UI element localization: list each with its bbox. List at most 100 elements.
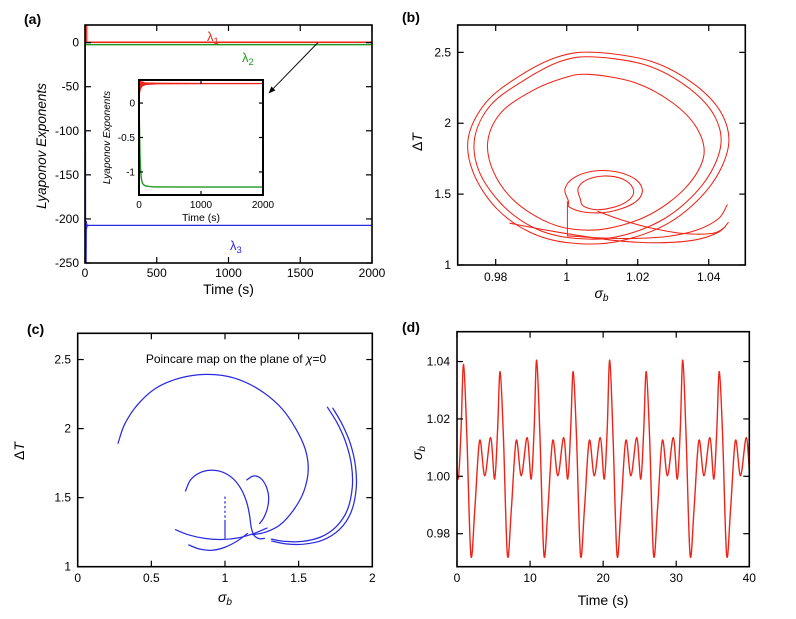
tick-marks xyxy=(84,25,373,264)
x-axis-label: σb xyxy=(594,285,608,304)
y-axis-label: σb xyxy=(409,446,428,460)
axes-frame xyxy=(456,24,747,266)
panel-letter-d: (d) xyxy=(402,319,420,335)
inset-y-axis-label: Lyaponov Exponents xyxy=(102,91,113,184)
panel-c: 0 0.5 1 1.5 2 1 1.5 2 2.5 σb ΔT Poincare map on the… xyxy=(0,310,398,619)
panel-letter-b: (b) xyxy=(402,9,420,25)
panel-b-chart: 0.98 1 1.02 1.04 1 1.5 2 2.5 σb ΔT (b) xyxy=(402,9,747,304)
svg-text:-100: -100 xyxy=(55,124,79,138)
panel-letter-c: (c) xyxy=(27,321,44,337)
tick-marks xyxy=(77,333,373,568)
svg-text:20: 20 xyxy=(596,571,610,585)
arrowhead-icon xyxy=(268,86,276,94)
svg-text:-250: -250 xyxy=(55,256,79,270)
y-axis-label: Lyaponov Exponents xyxy=(34,83,49,209)
svg-text:1.04: 1.04 xyxy=(427,355,451,369)
x-axis-label: Time (s) xyxy=(203,281,254,297)
svg-text:1.5: 1.5 xyxy=(434,187,451,201)
series-group xyxy=(457,359,750,559)
svg-text:40: 40 xyxy=(743,571,757,585)
svg-text:10: 10 xyxy=(523,571,537,585)
svg-text:1: 1 xyxy=(222,571,229,585)
svg-text:-200: -200 xyxy=(55,212,79,226)
svg-text:1500: 1500 xyxy=(287,266,314,280)
series-group xyxy=(117,373,358,551)
svg-text:2000: 2000 xyxy=(359,266,386,280)
y-axis-label: ΔT xyxy=(11,441,27,460)
svg-text:30: 30 xyxy=(670,571,684,585)
svg-text:0: 0 xyxy=(454,571,461,585)
panel-c-chart: 0 0.5 1 1.5 2 1 1.5 2 2.5 σb ΔT Poincare map on the… xyxy=(11,321,376,608)
panel-d: 0 10 20 30 40 0.98 1.00 1.02 1.04 Time (s) σb (d) xyxy=(398,310,796,619)
svg-text:2.5: 2.5 xyxy=(54,353,71,367)
svg-text:1.02: 1.02 xyxy=(427,412,451,426)
svg-text:0: 0 xyxy=(72,36,79,50)
svg-text:1.5: 1.5 xyxy=(290,571,307,585)
svg-text:2: 2 xyxy=(64,422,71,436)
center-arc xyxy=(184,469,266,540)
plot-area xyxy=(457,25,746,265)
svg-text:2: 2 xyxy=(369,571,376,585)
y-axis-label: ΔT xyxy=(409,132,425,151)
right-arc-outer xyxy=(271,407,358,546)
svg-text:1: 1 xyxy=(563,270,570,284)
lower-diagonal xyxy=(509,221,729,244)
svg-text:1.5: 1.5 xyxy=(54,491,71,505)
inset-pointer-arrow xyxy=(273,42,319,89)
svg-text:-50: -50 xyxy=(62,80,80,94)
lowest-arc xyxy=(188,532,249,551)
panel-letter-a: (a) xyxy=(24,11,41,27)
svg-text:1000: 1000 xyxy=(215,266,242,280)
big-dome-arc xyxy=(117,373,309,536)
tick-marks xyxy=(456,331,750,567)
lambda1 xyxy=(138,80,264,85)
series-group xyxy=(467,51,730,245)
outer-loop-2 xyxy=(473,56,722,240)
x-axis-label: Time (s) xyxy=(578,592,629,608)
svg-text:1: 1 xyxy=(444,258,451,272)
svg-text:-150: -150 xyxy=(55,168,79,182)
middle-loop xyxy=(486,73,705,231)
panel-b: 0.98 1 1.02 1.04 1 1.5 2 2.5 σb ΔT (b) xyxy=(398,0,796,310)
svg-text:0.98: 0.98 xyxy=(484,270,508,284)
svg-text:2.5: 2.5 xyxy=(434,45,451,59)
svg-text:2: 2 xyxy=(444,116,451,130)
curve-label-1: λ1 xyxy=(207,29,219,46)
panel-a: 0 500 1000 1500 2000 0 -50 -100 -150 -200 -250 Time… xyxy=(0,0,398,310)
inset-x-axis-label: Time (s) xyxy=(182,212,220,224)
svg-text:0: 0 xyxy=(136,200,142,211)
svg-text:0.5: 0.5 xyxy=(143,571,160,585)
svg-text:0.98: 0.98 xyxy=(427,527,451,541)
svg-text:0: 0 xyxy=(74,571,81,585)
small-hook-arc xyxy=(246,475,270,525)
svg-text:1.00: 1.00 xyxy=(427,469,451,483)
svg-text:500: 500 xyxy=(147,266,167,280)
svg-text:-1: -1 xyxy=(126,167,135,178)
small-loop-1 xyxy=(564,170,643,214)
tick-marks xyxy=(457,25,746,266)
svg-text:1.04: 1.04 xyxy=(697,270,721,284)
outer-loop-1 xyxy=(467,51,730,245)
panel-a-chart: 0 500 1000 1500 20000-50-100-150-200-250Time… xyxy=(24,11,386,297)
x-axis-label: σb xyxy=(218,589,232,608)
curve-label-3: λ3 xyxy=(230,238,242,255)
right-arc-inner xyxy=(270,406,354,543)
panel-d-chart: 0 10 20 30 40 0.98 1.00 1.02 1.04 Time (s) σb (d) xyxy=(402,319,757,608)
loop-exit-tail xyxy=(597,210,726,235)
curve-label-2: λ2 xyxy=(242,50,254,67)
svg-text:1000: 1000 xyxy=(190,200,213,211)
inset-plot-area xyxy=(139,80,263,195)
svg-text:0: 0 xyxy=(129,99,135,110)
sigma-b-oscillation xyxy=(457,359,750,559)
plot-area xyxy=(457,331,750,567)
svg-text:1: 1 xyxy=(64,560,71,574)
svg-text:0: 0 xyxy=(82,266,89,280)
svg-text:1.02: 1.02 xyxy=(626,270,650,284)
svg-text:-0.5: -0.5 xyxy=(118,133,136,144)
svg-text:2000: 2000 xyxy=(252,200,275,211)
plot-title: Poincare map on the plane of χ=0 xyxy=(146,352,327,366)
small-loop-2 xyxy=(577,175,635,211)
shallow-bottom-arc xyxy=(174,527,268,541)
tick-marks xyxy=(138,80,264,195)
